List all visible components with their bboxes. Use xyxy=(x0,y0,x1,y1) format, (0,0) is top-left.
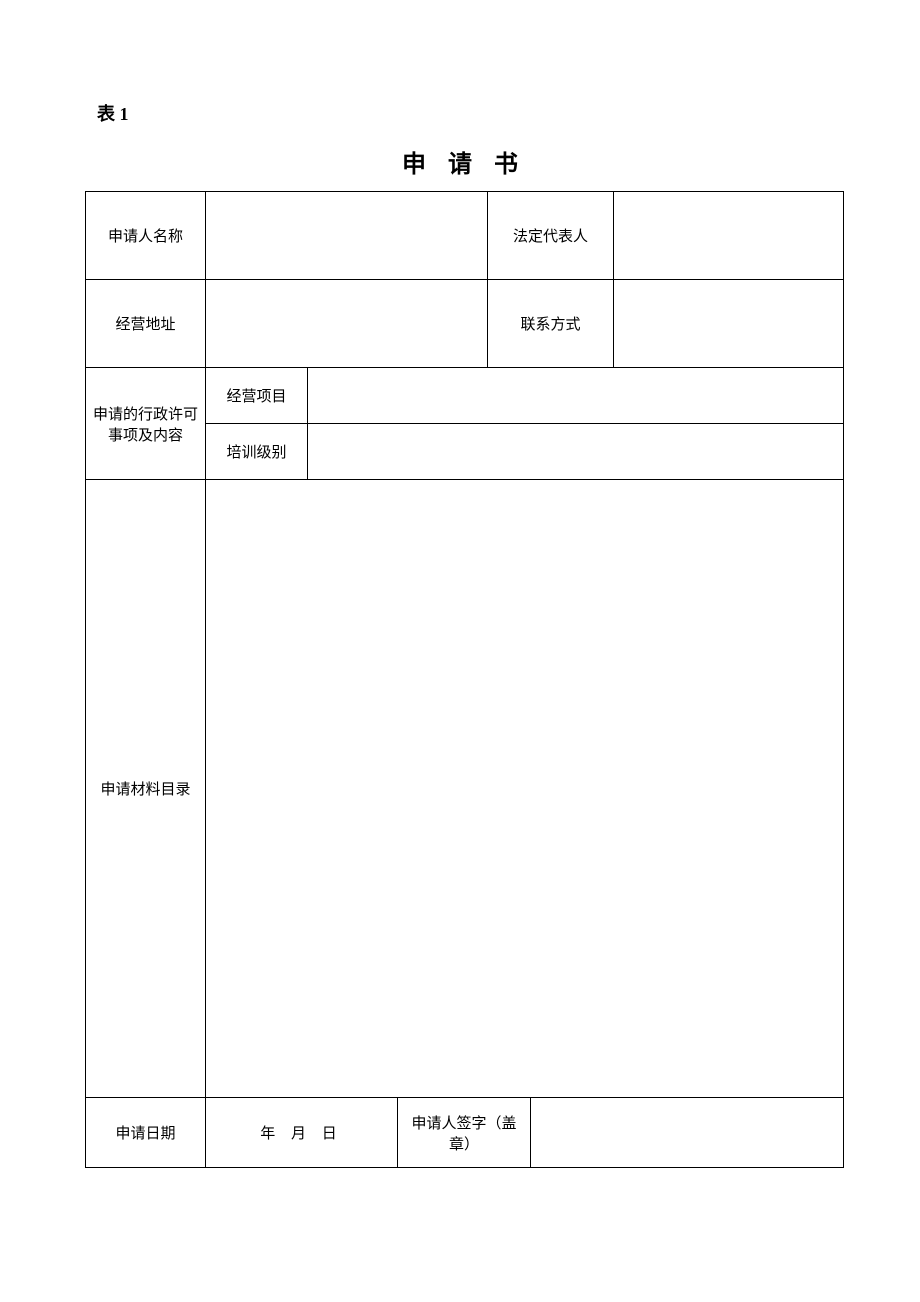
label-business-project: 经营项目 xyxy=(206,368,308,424)
value-applicant-sign xyxy=(531,1098,844,1168)
label-applicant-sign: 申请人签字（盖章） xyxy=(398,1098,531,1168)
value-business-address xyxy=(206,280,488,368)
table-row: 申请材料目录 xyxy=(86,480,844,1098)
document-title: 申请书 xyxy=(85,144,835,179)
value-materials-list xyxy=(206,480,844,1098)
table-row: 申请人名称 法定代表人 xyxy=(86,192,844,280)
label-legal-rep: 法定代表人 xyxy=(488,192,614,280)
label-applicant-name: 申请人名称 xyxy=(86,192,206,280)
application-form-table: 申请人名称 法定代表人 经营地址 联系方式 申请的行政许可事项及内容 经营项目 … xyxy=(85,191,844,1168)
table-row: 申请的行政许可事项及内容 经营项目 xyxy=(86,368,844,424)
value-training-level xyxy=(308,424,844,480)
label-business-address: 经营地址 xyxy=(86,280,206,368)
table-number-label: 表 1 xyxy=(97,100,835,126)
label-training-level: 培训级别 xyxy=(206,424,308,480)
label-materials-list: 申请材料目录 xyxy=(86,480,206,1098)
value-contact xyxy=(614,280,844,368)
page-container: 表 1 申请书 申请人名称 法定代表人 经营地址 联系方式 申请的行政许可事项及… xyxy=(0,0,920,1168)
label-apply-date: 申请日期 xyxy=(86,1098,206,1168)
table-row: 申请日期 年 月 日 申请人签字（盖章） xyxy=(86,1098,844,1168)
value-business-project xyxy=(308,368,844,424)
value-legal-rep xyxy=(614,192,844,280)
label-contact: 联系方式 xyxy=(488,280,614,368)
value-applicant-name xyxy=(206,192,488,280)
value-apply-date: 年 月 日 xyxy=(206,1098,398,1168)
table-row: 经营地址 联系方式 xyxy=(86,280,844,368)
label-admin-license: 申请的行政许可事项及内容 xyxy=(86,368,206,480)
